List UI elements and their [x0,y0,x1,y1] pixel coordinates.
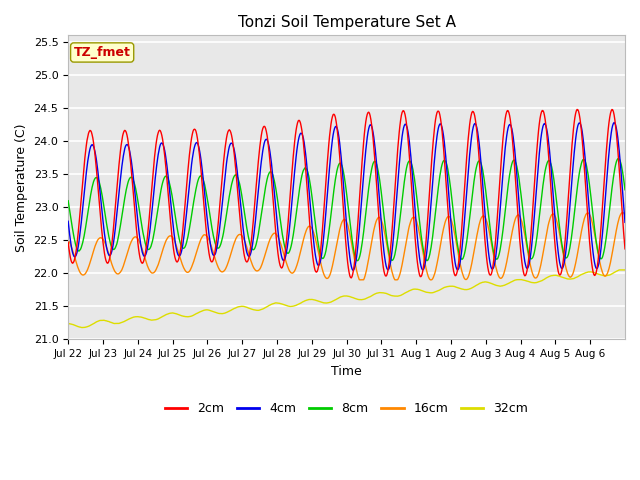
Text: TZ_fmet: TZ_fmet [74,46,131,59]
Legend: 2cm, 4cm, 8cm, 16cm, 32cm: 2cm, 4cm, 8cm, 16cm, 32cm [160,397,533,420]
X-axis label: Time: Time [332,365,362,378]
Y-axis label: Soil Temperature (C): Soil Temperature (C) [15,123,28,252]
Title: Tonzi Soil Temperature Set A: Tonzi Soil Temperature Set A [237,15,456,30]
